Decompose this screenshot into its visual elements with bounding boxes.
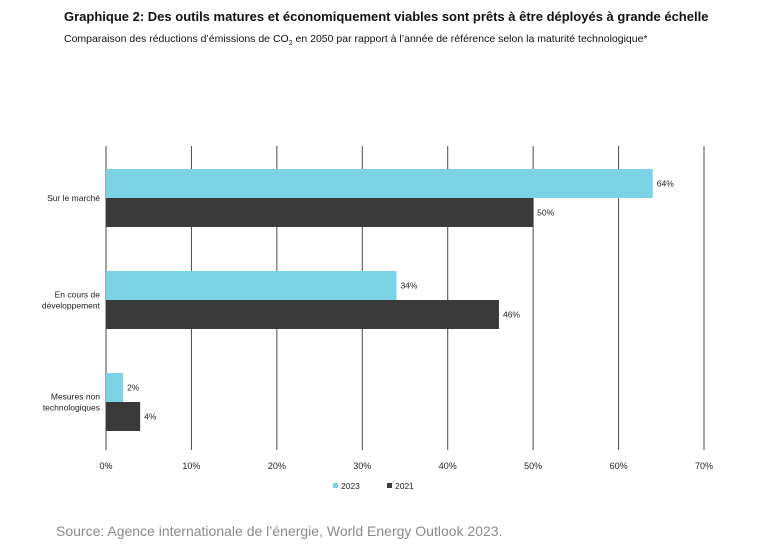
bar-2021-0	[106, 198, 534, 227]
x-tick-label-50: 50%	[524, 461, 542, 471]
chart-title: Graphique 2: Des outils matures et écono…	[64, 9, 709, 24]
category-label-0-0: Sur le marché	[47, 193, 100, 203]
x-tick-label-20: 20%	[268, 461, 286, 471]
category-label-1-0: En cours de	[55, 290, 101, 300]
bar-2023-0	[106, 169, 653, 198]
bar-chart: 0% 10% 20% 30% 40% 50% 60% 70% 64% 50% Sur le marc…	[42, 146, 713, 491]
source-note: Source: Agence internationale de l’énerg…	[56, 523, 503, 539]
x-tick-label-10: 10%	[182, 461, 200, 471]
bar-2023-1	[106, 271, 397, 300]
data-label-2023-1: 34%	[400, 281, 417, 291]
chart-subtitle: Comparaison des réductions d’émissions d…	[64, 33, 648, 47]
bar-2021-1	[106, 300, 499, 329]
bar-2021-2	[106, 402, 141, 431]
category-label-2-0: Mesures non	[51, 392, 100, 402]
data-label-2021-1: 46%	[503, 310, 520, 320]
x-tick-label-70: 70%	[695, 461, 713, 471]
x-tick-label-0: 0%	[99, 461, 112, 471]
data-label-2023-0: 64%	[657, 179, 674, 189]
bar-2023-2	[106, 373, 124, 402]
x-tick-label-40: 40%	[439, 461, 457, 471]
subtitle-subscript: 2	[288, 40, 293, 48]
legend-swatch-2021	[387, 483, 392, 488]
category-label-2-1: technologiques	[43, 403, 100, 413]
legend-swatch-2023	[333, 483, 338, 488]
x-tick-label-60: 60%	[610, 461, 628, 471]
subtitle-text-after: en 2050 par rapport à l’année de référen…	[292, 33, 648, 45]
legend-label-2021: 2021	[395, 481, 414, 491]
x-tick-label-30: 30%	[353, 461, 371, 471]
data-label-2021-2: 4%	[144, 412, 157, 422]
legend-label-2023: 2023	[341, 481, 360, 491]
category-label-1-1: développement	[42, 301, 101, 311]
data-label-2023-2: 2%	[127, 383, 140, 393]
data-label-2021-0: 50%	[537, 208, 554, 218]
subtitle-text-before: Comparaison des réductions d’émissions d…	[64, 33, 289, 45]
